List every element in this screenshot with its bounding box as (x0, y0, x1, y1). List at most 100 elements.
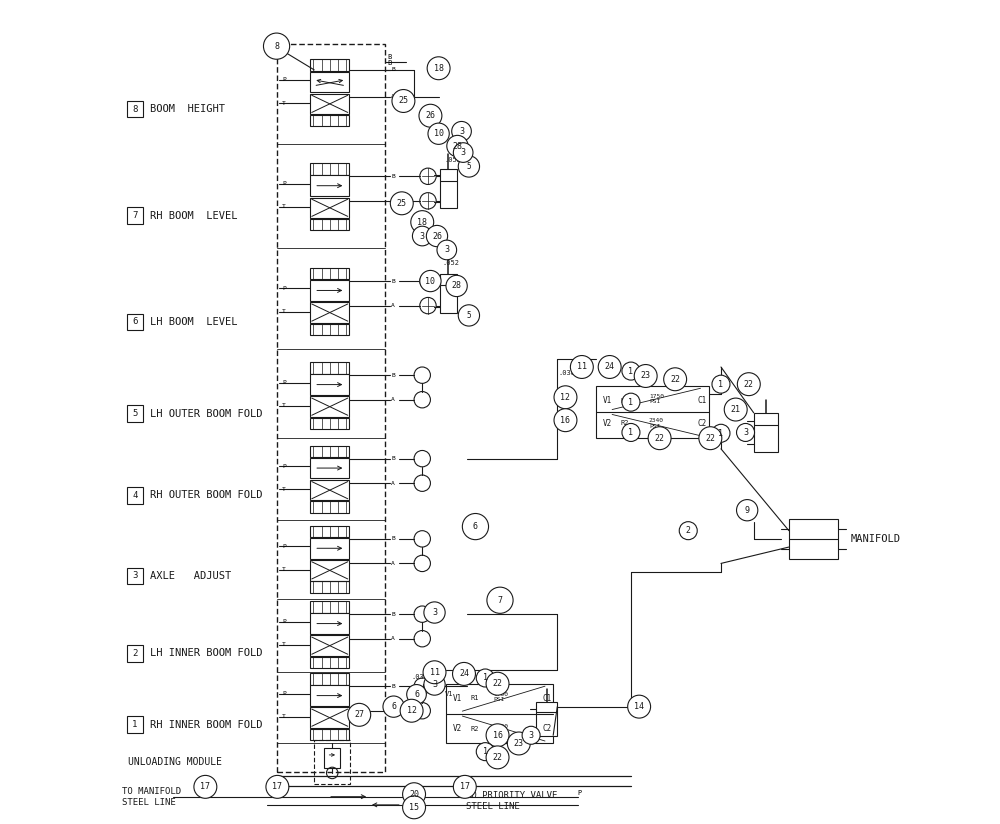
Circle shape (263, 33, 290, 59)
Text: 1: 1 (483, 747, 488, 756)
Text: 24: 24 (459, 669, 469, 678)
Text: 21: 21 (731, 405, 741, 414)
Bar (310, 582, 349, 593)
Text: P: P (282, 286, 286, 291)
Text: 6: 6 (414, 690, 419, 699)
Bar (310, 198, 349, 218)
Bar (310, 728, 349, 740)
Text: 6: 6 (391, 702, 396, 711)
Text: P: P (282, 691, 286, 696)
Text: V1: V1 (453, 694, 462, 703)
Text: 5: 5 (467, 311, 471, 320)
Circle shape (554, 386, 577, 409)
Text: 1: 1 (628, 428, 633, 437)
Text: MANIFOLD: MANIFOLD (850, 534, 900, 544)
Text: T: T (282, 204, 286, 209)
Text: 3: 3 (432, 608, 437, 617)
Text: 3: 3 (743, 428, 748, 437)
Text: TO PRIORITY VALVE
STEEL LINE: TO PRIORITY VALVE STEEL LINE (466, 791, 557, 811)
Text: R1: R1 (620, 397, 629, 404)
Bar (310, 72, 349, 92)
Circle shape (679, 522, 697, 540)
Text: A: A (391, 636, 395, 641)
Text: A: A (391, 199, 395, 204)
Text: A: A (391, 561, 395, 566)
Circle shape (570, 355, 593, 378)
Circle shape (420, 273, 436, 289)
Text: P: P (282, 619, 286, 624)
Text: 22: 22 (670, 375, 680, 384)
Bar (310, 94, 349, 114)
Text: 3: 3 (529, 731, 534, 740)
Text: P: P (282, 77, 286, 82)
Circle shape (724, 398, 747, 421)
Text: 3: 3 (461, 148, 466, 157)
Text: RH INNER BOOM FOLD: RH INNER BOOM FOLD (150, 719, 262, 729)
Text: 12: 12 (407, 706, 417, 715)
Text: 16: 16 (493, 731, 503, 740)
Circle shape (628, 695, 651, 718)
Text: B: B (387, 54, 391, 60)
Text: .052: .052 (444, 157, 461, 163)
Circle shape (486, 723, 509, 747)
Circle shape (390, 192, 413, 215)
Text: C2: C2 (542, 724, 552, 733)
Bar (127, 487, 143, 503)
Text: .052: .052 (442, 260, 459, 266)
Circle shape (414, 451, 430, 467)
Text: 7: 7 (498, 596, 503, 605)
Bar (789, 519, 838, 559)
Text: 11: 11 (430, 667, 440, 677)
Text: R2: R2 (620, 420, 629, 427)
Bar (127, 208, 143, 224)
Text: 1: 1 (132, 720, 138, 729)
Circle shape (407, 685, 426, 705)
Text: B: B (391, 372, 395, 377)
Text: BOOM  HEIGHT: BOOM HEIGHT (150, 104, 225, 115)
Text: T: T (282, 714, 286, 719)
Text: 3: 3 (132, 571, 138, 580)
Bar (310, 418, 349, 429)
Circle shape (414, 367, 430, 383)
Text: R2: R2 (471, 726, 479, 732)
Text: LH INNER BOOM FOLD: LH INNER BOOM FOLD (150, 648, 262, 658)
Text: B: B (391, 684, 395, 689)
Text: AXLE   ADJUST: AXLE ADJUST (150, 571, 231, 581)
Circle shape (476, 742, 494, 761)
Text: C1: C1 (542, 694, 552, 703)
Text: .038: .038 (558, 370, 575, 376)
Text: P: P (578, 789, 582, 796)
Text: 22: 22 (493, 679, 503, 688)
Circle shape (414, 531, 430, 547)
Bar (127, 716, 143, 733)
Text: 12: 12 (560, 393, 570, 402)
Circle shape (453, 775, 476, 798)
Circle shape (427, 57, 450, 80)
Text: P: P (282, 181, 286, 186)
Text: 17: 17 (200, 782, 210, 791)
Circle shape (424, 674, 445, 695)
Text: 18: 18 (434, 63, 444, 73)
Text: 6: 6 (132, 317, 138, 326)
Circle shape (486, 746, 509, 769)
Bar (310, 302, 349, 323)
Text: B: B (391, 279, 395, 283)
Text: B: B (391, 174, 395, 179)
Text: T: T (282, 404, 286, 409)
Circle shape (476, 669, 494, 687)
Text: P: P (282, 544, 286, 549)
Circle shape (458, 156, 480, 177)
Circle shape (426, 226, 448, 246)
Circle shape (622, 393, 640, 411)
Circle shape (392, 90, 415, 112)
Text: 17: 17 (272, 782, 282, 791)
Circle shape (423, 661, 446, 684)
Circle shape (411, 211, 434, 233)
Text: 10: 10 (434, 129, 444, 138)
Circle shape (446, 275, 467, 297)
Circle shape (412, 227, 432, 246)
Bar (310, 362, 349, 373)
Text: LH BOOM  LEVEL: LH BOOM LEVEL (150, 317, 237, 327)
Bar (754, 413, 778, 452)
Text: 27: 27 (354, 710, 364, 719)
